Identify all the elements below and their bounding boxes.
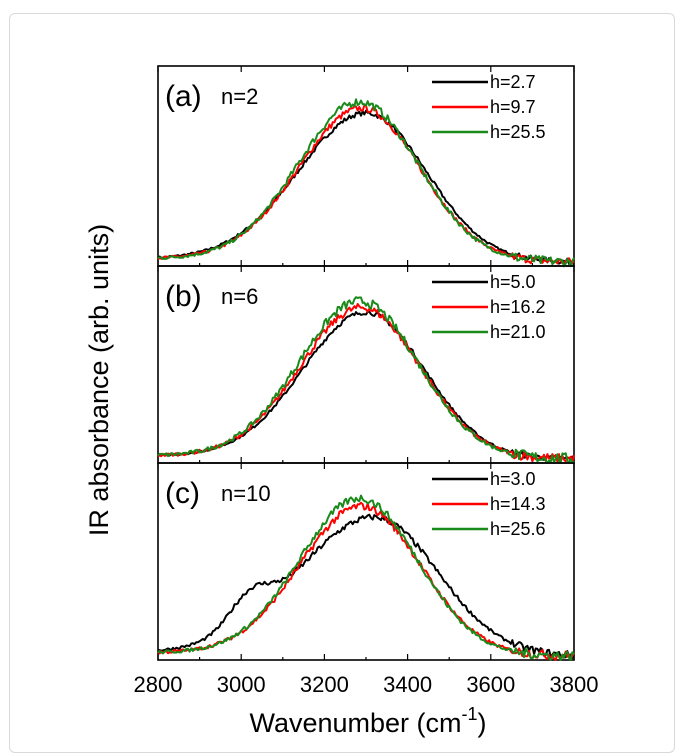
x-tick-label: 3000	[217, 672, 266, 697]
x-tick-label: 3200	[300, 672, 349, 697]
x-tick-label: 3600	[466, 672, 515, 697]
series-line-h=25.5	[157, 98, 575, 268]
y-axis-label: IR absorbance (arb. units)	[84, 224, 114, 536]
panel-n-label: n=10	[221, 481, 271, 506]
panel-n-label: n=2	[221, 84, 258, 109]
panel-b: (b) n=6 h=5.0 h=16.2 h=21.0	[157, 265, 575, 464]
legend-label: h=2.7	[490, 72, 536, 92]
panel-a: (a) n=2 h=2.7 h=9.7 h=25.5	[157, 65, 575, 268]
legend-label: h=16.2	[490, 297, 546, 317]
legend-label: h=25.5	[490, 122, 546, 142]
panel-tag: (b)	[165, 280, 202, 313]
panel-c: (c) n=10 h=3.0 h=14.3 h=25.6	[157, 462, 575, 661]
panel-tag: (c)	[165, 477, 200, 510]
series-line-h=21.0	[157, 296, 575, 464]
x-tick-label: 2800	[134, 672, 183, 697]
panels: (a) n=2 h=2.7 h=9.7 h=25.5 (b) n=6 h=5.0 h=16.2 h…	[157, 65, 575, 661]
x-axis-label: Wavenumber (cm-1)	[249, 704, 486, 738]
legend-label: h=21.0	[490, 322, 546, 342]
legend-label: h=14.3	[490, 494, 546, 514]
legend-label: h=3.0	[490, 469, 536, 489]
legend-label: h=9.7	[490, 97, 536, 117]
legend-label: h=25.6	[490, 519, 546, 539]
series-line-h=25.6	[157, 494, 575, 661]
legend-label: h=5.0	[490, 272, 536, 292]
panel-n-label: n=6	[221, 284, 258, 309]
panel-tag: (a)	[165, 80, 202, 113]
figure-card	[9, 13, 675, 753]
x-tick-label: 3800	[550, 672, 599, 697]
x-tick-label: 3400	[383, 672, 432, 697]
x-axis: 2800 3000 3200 3400 3600 3800	[134, 672, 599, 697]
series-line-h=3.0	[157, 513, 575, 659]
